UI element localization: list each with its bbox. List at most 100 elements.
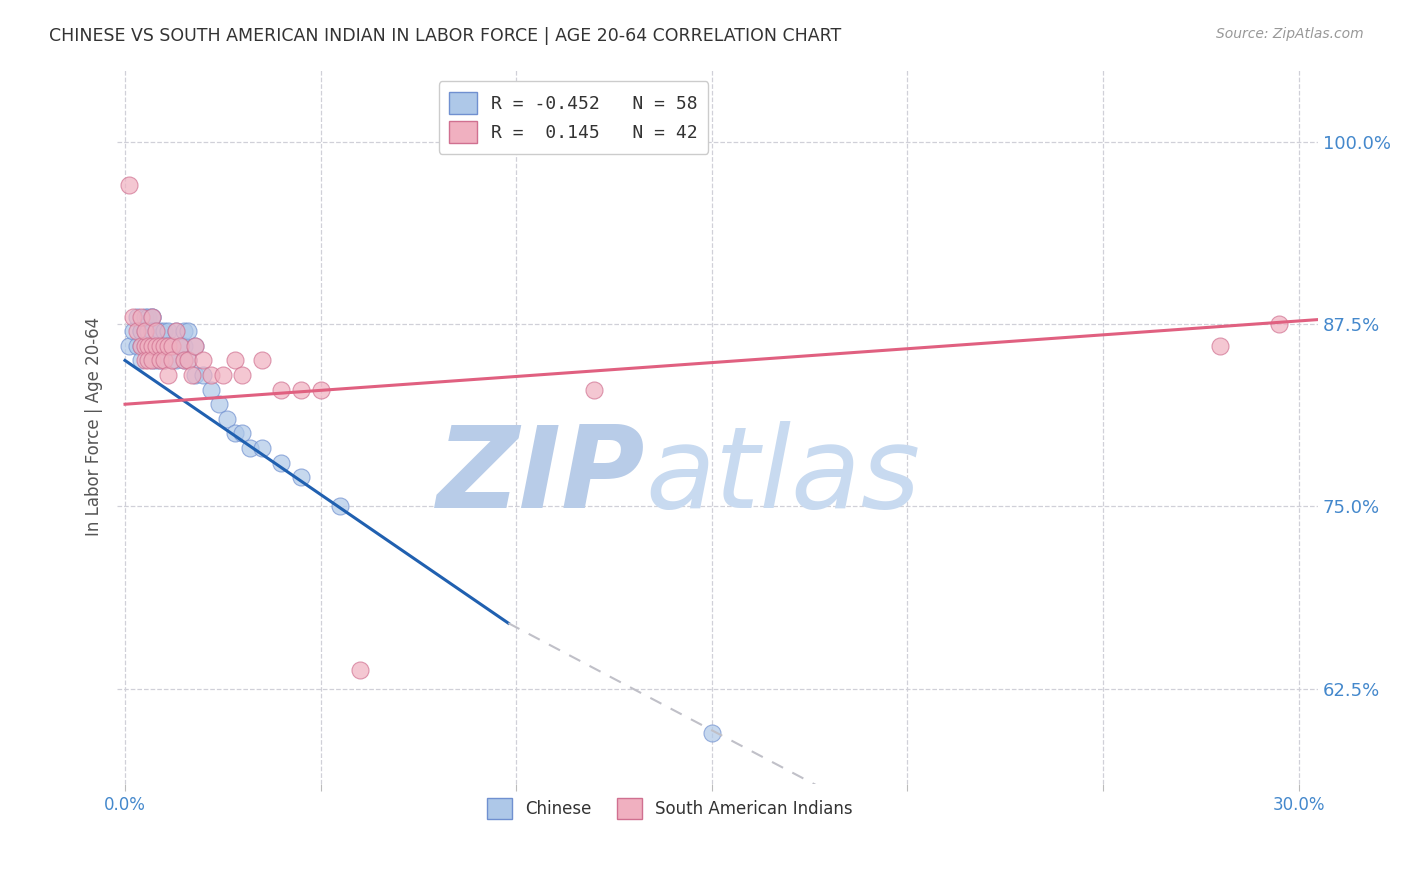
Point <box>149 353 172 368</box>
Text: atlas: atlas <box>645 421 921 532</box>
Point <box>239 441 262 455</box>
Point <box>231 426 253 441</box>
Point <box>125 310 148 324</box>
Point <box>125 339 148 353</box>
Y-axis label: In Labor Force | Age 20-64: In Labor Force | Age 20-64 <box>86 317 103 536</box>
Point <box>145 353 167 368</box>
Point <box>250 353 273 368</box>
Point <box>141 353 163 368</box>
Point <box>200 383 222 397</box>
Point <box>141 353 163 368</box>
Point <box>173 324 195 338</box>
Text: ZIP: ZIP <box>437 421 645 532</box>
Point <box>173 339 195 353</box>
Point <box>134 310 156 324</box>
Point <box>129 324 152 338</box>
Point <box>141 339 163 353</box>
Point <box>165 324 187 338</box>
Point <box>138 339 160 353</box>
Point <box>145 324 167 338</box>
Text: CHINESE VS SOUTH AMERICAN INDIAN IN LABOR FORCE | AGE 20-64 CORRELATION CHART: CHINESE VS SOUTH AMERICAN INDIAN IN LABO… <box>49 27 841 45</box>
Point <box>270 456 292 470</box>
Point <box>157 324 180 338</box>
Legend: Chinese, South American Indians: Chinese, South American Indians <box>479 792 859 825</box>
Point <box>329 500 352 514</box>
Point <box>138 310 160 324</box>
Point <box>118 339 141 353</box>
Point <box>157 339 180 353</box>
Point <box>134 324 156 338</box>
Point <box>157 339 180 353</box>
Point <box>193 368 215 382</box>
Point <box>153 324 176 338</box>
Point <box>134 324 156 338</box>
Point <box>208 397 231 411</box>
Point <box>160 353 183 368</box>
Point <box>134 353 156 368</box>
Point <box>149 339 172 353</box>
Point <box>134 339 156 353</box>
Point <box>129 339 152 353</box>
Point <box>1209 339 1232 353</box>
Point <box>145 339 167 353</box>
Point <box>141 310 163 324</box>
Point <box>153 339 176 353</box>
Point <box>134 339 156 353</box>
Point <box>290 470 312 484</box>
Text: Source: ZipAtlas.com: Source: ZipAtlas.com <box>1216 27 1364 41</box>
Point <box>583 383 606 397</box>
Point <box>309 383 332 397</box>
Point <box>184 368 207 382</box>
Point <box>211 368 233 382</box>
Point <box>138 353 160 368</box>
Point <box>149 324 172 338</box>
Point <box>145 339 167 353</box>
Point <box>153 339 176 353</box>
Point <box>176 353 198 368</box>
Point <box>165 353 187 368</box>
Point <box>129 339 152 353</box>
Point <box>250 441 273 455</box>
Point <box>118 178 141 193</box>
Point <box>1268 317 1291 331</box>
Point <box>215 412 238 426</box>
Point <box>157 368 180 382</box>
Point <box>173 353 195 368</box>
Point <box>138 324 160 338</box>
Point <box>184 339 207 353</box>
Point <box>160 339 183 353</box>
Point <box>129 310 152 324</box>
Point <box>141 310 163 324</box>
Point <box>160 353 183 368</box>
Point <box>141 324 163 338</box>
Point <box>138 324 160 338</box>
Point <box>193 353 215 368</box>
Point <box>290 383 312 397</box>
Point <box>145 324 167 338</box>
Point <box>224 353 246 368</box>
Point <box>141 339 163 353</box>
Point <box>125 324 148 338</box>
Point <box>160 339 183 353</box>
Point <box>176 324 198 338</box>
Point <box>153 353 176 368</box>
Point <box>121 324 143 338</box>
Point <box>200 368 222 382</box>
Point <box>138 324 160 338</box>
Point <box>349 663 371 677</box>
Point <box>180 368 202 382</box>
Point <box>173 353 195 368</box>
Point <box>149 339 172 353</box>
Point <box>153 353 176 368</box>
Point <box>169 339 191 353</box>
Point <box>169 339 191 353</box>
Point <box>138 339 160 353</box>
Point <box>184 339 207 353</box>
Point <box>145 324 167 338</box>
Point <box>165 324 187 338</box>
Point <box>176 353 198 368</box>
Point <box>129 324 152 338</box>
Point <box>270 383 292 397</box>
Point <box>224 426 246 441</box>
Point <box>129 353 152 368</box>
